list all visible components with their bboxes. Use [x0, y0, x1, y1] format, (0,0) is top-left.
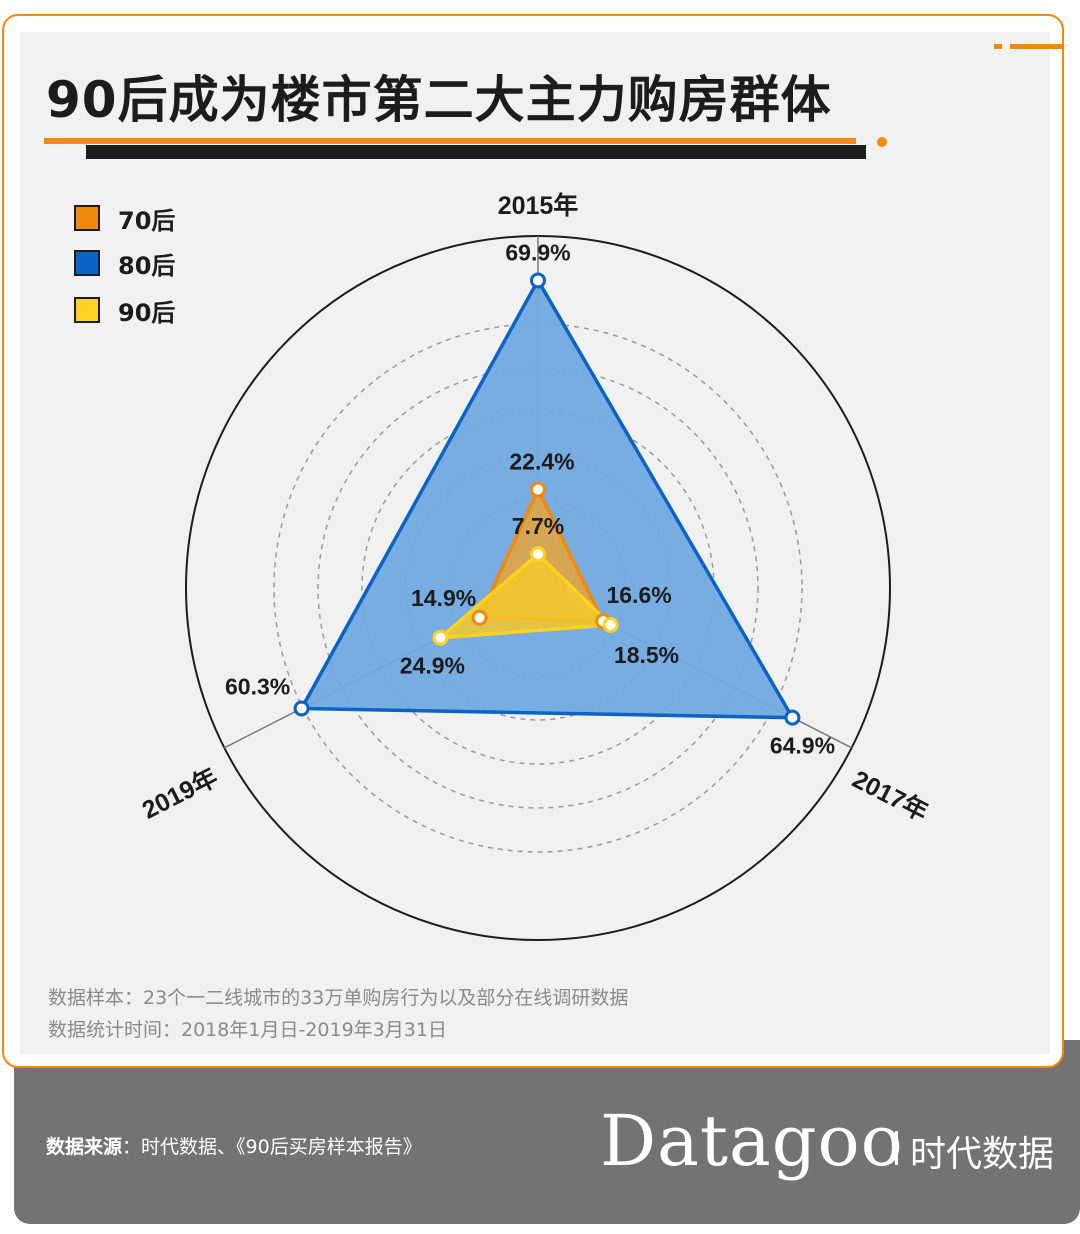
source-line: 数据来源：时代数据、《90后买房样本报告》 — [46, 1132, 422, 1159]
legend-swatch-70 — [74, 205, 100, 231]
legend-swatch-90 — [74, 297, 100, 323]
data-point — [530, 546, 546, 563]
data-label: 18.5% — [614, 642, 679, 668]
radar-grid-ring — [317, 367, 759, 809]
legend-swatch-80 — [74, 250, 100, 276]
data-label: 24.9% — [400, 653, 465, 679]
note-period: 数据统计时间：2018年1月日-2019年3月31日 — [48, 1019, 447, 1041]
legend-item-90: 90后 — [74, 296, 175, 327]
data-label: 22.4% — [509, 448, 574, 474]
axis-label: 2015年 — [498, 191, 579, 220]
source-label: 数据来源 — [46, 1136, 123, 1158]
data-label: 16.6% — [606, 582, 671, 608]
data-point — [784, 709, 801, 726]
brand-separator — [895, 1131, 898, 1165]
legend-label-70: 70后 — [118, 206, 176, 235]
source-text: ：时代数据、《90后买房样本报告》 — [122, 1136, 422, 1158]
title-underline-black — [86, 145, 866, 159]
data-point — [602, 616, 619, 633]
page-title: 90后成为楼市第二大主力购房群体 — [46, 71, 832, 129]
legend-item-80: 80后 — [74, 249, 175, 280]
series-polygon-80后 — [298, 276, 796, 720]
data-point — [530, 481, 546, 498]
axis-label: 2019年 — [137, 762, 222, 824]
title-dot — [877, 137, 887, 147]
data-label: 69.9% — [505, 239, 570, 265]
data-label: 60.3% — [225, 673, 290, 699]
decor-dash-small — [994, 44, 1002, 49]
decor-dash-long — [1010, 44, 1064, 49]
title-underline-orange — [44, 138, 856, 144]
data-point — [530, 272, 546, 289]
data-label: 14.9% — [411, 585, 476, 611]
data-point — [293, 700, 310, 717]
brand-logo-text: Datagoo — [600, 1100, 904, 1182]
data-point — [471, 609, 488, 626]
legend-label-80: 80后 — [118, 251, 176, 280]
note-sample: 数据样本：23个一二线城市的33万单购房行为以及部分在线调研数据 — [48, 987, 629, 1009]
data-label: 7.7% — [512, 513, 564, 539]
legend-label-90: 90后 — [118, 298, 176, 327]
brand-chinese-name: 时代数据 — [910, 1134, 1055, 1175]
data-label: 64.9% — [770, 733, 835, 759]
axis-label: 2017年 — [848, 764, 933, 826]
data-point — [432, 629, 449, 646]
legend-item-70: 70后 — [74, 204, 175, 235]
footer-panel — [14, 1040, 1080, 1224]
